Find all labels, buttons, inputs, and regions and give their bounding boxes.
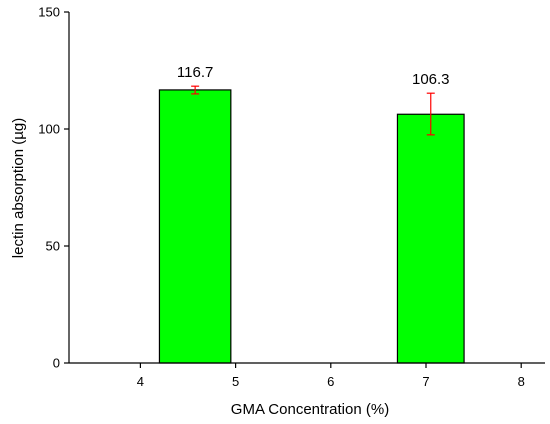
x-axis-label: GMA Concentration (%) bbox=[231, 401, 389, 418]
bar-2 bbox=[396, 113, 465, 364]
data-label-1: 116.7 bbox=[177, 64, 213, 81]
bar-1 bbox=[158, 89, 232, 364]
y-tick-label: 0 bbox=[53, 356, 60, 371]
x-tick-label: 7 bbox=[422, 374, 429, 389]
x-tick-label: 8 bbox=[518, 374, 525, 389]
x-tick-label: 5 bbox=[232, 374, 239, 389]
y-tick-label: 100 bbox=[38, 122, 60, 137]
x-tick-label: 4 bbox=[137, 374, 144, 389]
y-tick-label: 50 bbox=[46, 239, 60, 254]
y-axis-label: lectin absorption (µg) bbox=[10, 118, 27, 258]
data-label-2: 106.3 bbox=[412, 71, 450, 88]
y-tick-label: 150 bbox=[38, 5, 60, 20]
x-tick-label: 6 bbox=[327, 374, 334, 389]
